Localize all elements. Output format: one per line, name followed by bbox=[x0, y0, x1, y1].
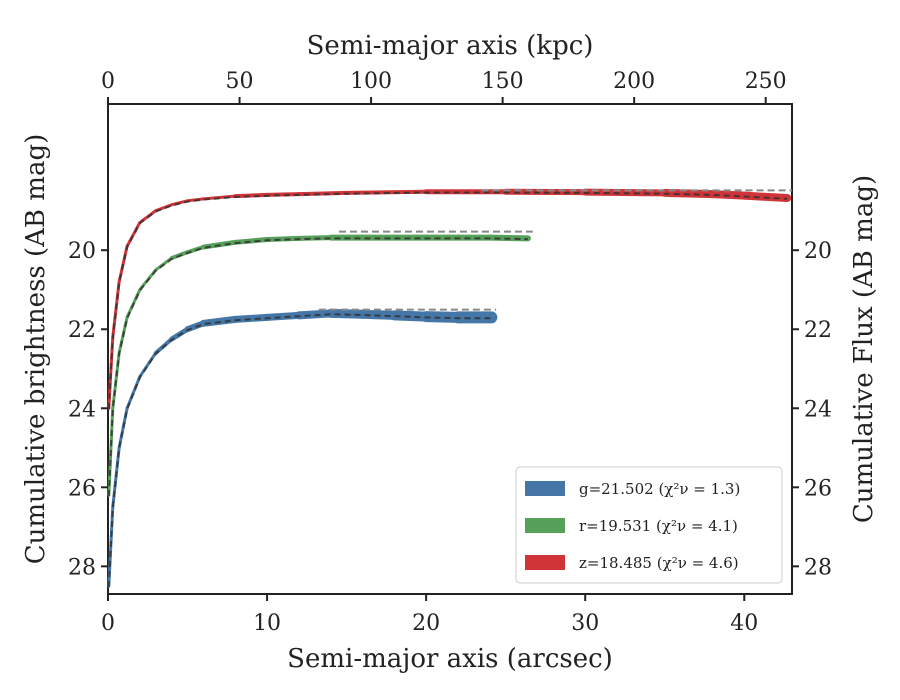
legend-swatch-g bbox=[525, 481, 565, 496]
legend-frame bbox=[515, 466, 783, 584]
series-band-r-segment bbox=[264, 235, 302, 243]
x2-axis-title: Semi-major axis (kpc) bbox=[307, 31, 594, 61]
series-band-r-segment bbox=[232, 237, 270, 245]
x-tick-label: 10 bbox=[253, 611, 281, 636]
y-tick-label: 24 bbox=[68, 397, 96, 422]
x-tick-label: 0 bbox=[101, 611, 115, 636]
y-tick-label: 20 bbox=[68, 239, 96, 264]
series-band-z-segment bbox=[265, 192, 301, 197]
legend-label-z: z=18.485 (χ²ν = 4.6) bbox=[579, 554, 739, 572]
legend-label-g: g=21.502 (χ²ν = 1.3) bbox=[579, 480, 740, 498]
y2-tick-label: 24 bbox=[804, 397, 832, 422]
model-curve-r bbox=[107, 237, 528, 497]
legend: g=21.502 (χ²ν = 1.3) r=19.531 (χ²ν = 4.1… bbox=[515, 466, 783, 584]
x2-tick-label: 0 bbox=[101, 69, 115, 94]
x2-tick-label: 200 bbox=[613, 69, 655, 94]
x2-tick-label: 150 bbox=[482, 69, 524, 94]
x-tick-label: 20 bbox=[412, 611, 440, 636]
legend-entry-z: z=18.485 (χ²ν = 4.6) bbox=[525, 554, 739, 572]
model-layer bbox=[107, 189, 792, 587]
series-band-z-segment bbox=[125, 221, 142, 248]
x-axis-title: Semi-major axis (arcsec) bbox=[287, 644, 613, 674]
x2-tick-label: 250 bbox=[745, 69, 787, 94]
y-tick-label: 28 bbox=[68, 555, 96, 580]
legend-entry-g: g=21.502 (χ²ν = 1.3) bbox=[525, 480, 740, 498]
y2-tick-label: 20 bbox=[804, 239, 832, 264]
y-axis-left: 20 22 24 26 28 bbox=[68, 239, 108, 580]
y-tick-label: 22 bbox=[68, 318, 96, 343]
x-tick-label: 30 bbox=[571, 611, 599, 636]
legend-swatch-z bbox=[525, 555, 565, 570]
x-axis-bottom: 0 10 20 30 40 bbox=[101, 594, 758, 636]
x2-tick-label: 50 bbox=[226, 69, 254, 94]
series-band-g-segment bbox=[138, 351, 158, 379]
legend-label-r: r=19.531 (χ²ν = 4.1) bbox=[579, 517, 738, 535]
x2-tick-label: 100 bbox=[350, 69, 392, 94]
series-band-g-segment bbox=[263, 311, 303, 321]
series-band-g-segment bbox=[111, 446, 121, 509]
y2-tick-label: 22 bbox=[804, 318, 832, 343]
y2-tick-label: 28 bbox=[804, 555, 832, 580]
model-curve-g bbox=[107, 313, 492, 587]
series-band-z-segment bbox=[233, 192, 270, 199]
y2-tick-label: 26 bbox=[804, 476, 832, 501]
legend-entry-r: r=19.531 (χ²ν = 4.1) bbox=[525, 517, 738, 535]
y-axis-title: Cumulative brightness (AB mag) bbox=[21, 134, 51, 565]
x-axis-top: 0 50 100 150 200 250 bbox=[101, 69, 787, 104]
legend-swatch-r bbox=[525, 518, 565, 533]
x-tick-label: 40 bbox=[730, 611, 758, 636]
y-axis-right: 20 22 24 26 28 bbox=[792, 239, 832, 580]
y2-axis-title: Cumulative Flux (AB mag) bbox=[849, 175, 879, 523]
y-tick-label: 26 bbox=[68, 476, 96, 501]
